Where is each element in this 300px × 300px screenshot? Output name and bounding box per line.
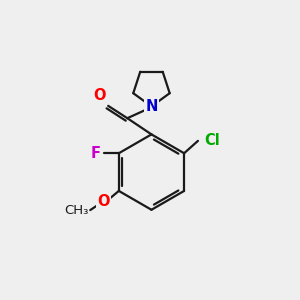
Text: N: N xyxy=(145,100,158,116)
Text: F: F xyxy=(91,146,100,161)
Text: CH₃: CH₃ xyxy=(64,204,89,217)
Text: Cl: Cl xyxy=(204,134,220,148)
Text: O: O xyxy=(93,88,106,104)
Text: O: O xyxy=(97,194,110,209)
Text: N: N xyxy=(145,99,158,114)
